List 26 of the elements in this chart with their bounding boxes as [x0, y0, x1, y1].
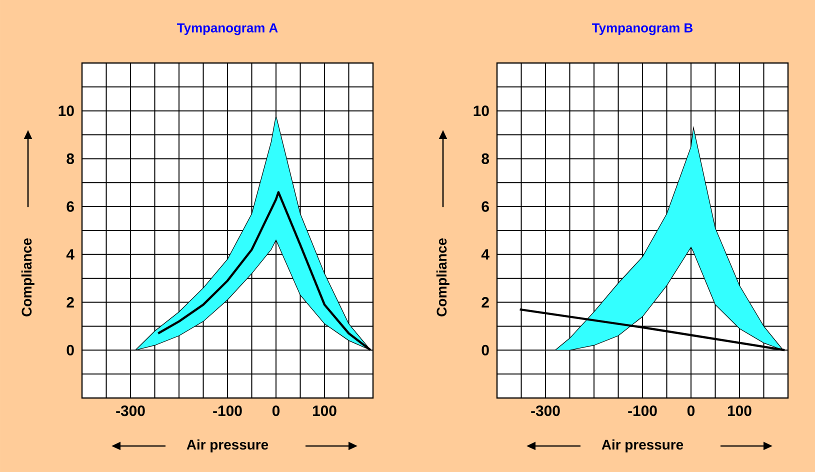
- chart-title: Tympanogram B: [592, 23, 693, 36]
- chart-title: Tympanogram A: [177, 23, 278, 36]
- y-tick-label: 8: [482, 153, 490, 164]
- x-tick-label: -300: [116, 406, 145, 416]
- x-tick-label: -300: [531, 406, 560, 416]
- x-axis-title: Air pressure: [602, 439, 684, 452]
- y-tick-label: 8: [66, 153, 74, 164]
- x-axis-title: Air pressure: [186, 439, 268, 452]
- x-tick-label: 0: [272, 406, 280, 416]
- y-tick-label: 0: [482, 344, 489, 356]
- y-tick-label: 0: [66, 344, 74, 356]
- x-tick-label: 0: [687, 406, 695, 416]
- y-axis-title: Compliance: [21, 238, 34, 316]
- x-tick-label: -100: [213, 406, 242, 416]
- y-tick-label: 2: [66, 297, 74, 308]
- x-tick-label: -100: [628, 406, 657, 416]
- y-tick-label: 4: [481, 249, 490, 260]
- y-tick-label: 4: [66, 249, 74, 260]
- y-tick-label: 10: [474, 106, 489, 116]
- x-tick-label: 100: [312, 406, 336, 416]
- y-tick-label: 10: [58, 106, 74, 116]
- y-axis-title: Compliance: [436, 238, 450, 316]
- x-tick-label: 100: [728, 406, 752, 416]
- y-tick-label: 6: [66, 201, 74, 212]
- y-tick-label: 2: [482, 297, 489, 308]
- y-tick-label: 6: [482, 201, 489, 212]
